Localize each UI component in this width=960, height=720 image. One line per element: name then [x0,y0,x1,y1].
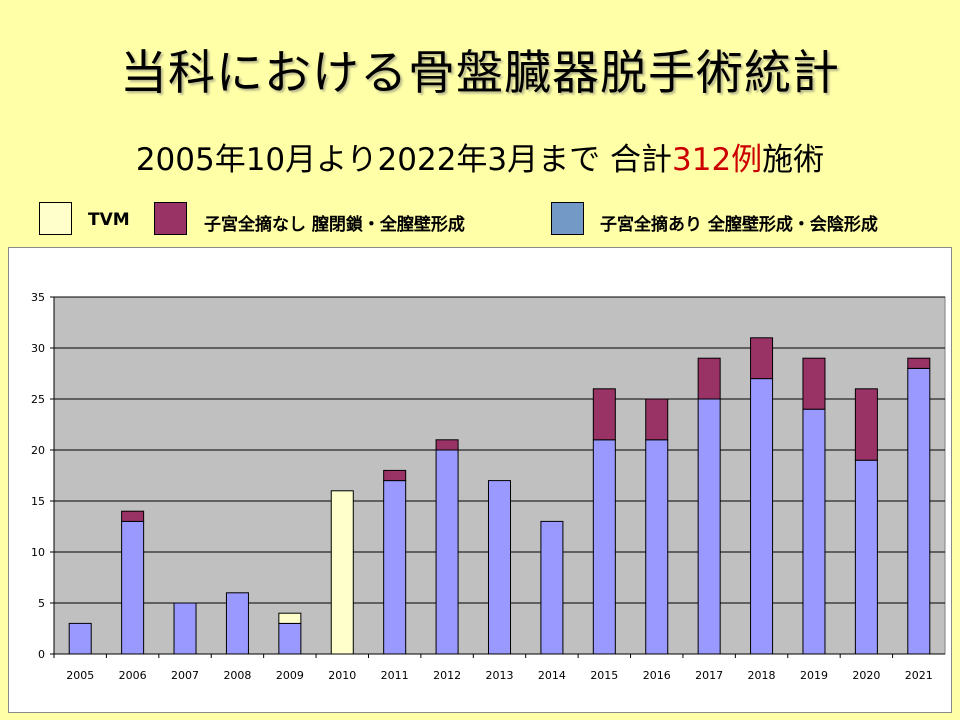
bar-no-hysterectomy-2012 [435,439,459,451]
bar-hysterectomy-2012 [435,449,459,655]
x-tick-label: 2005 [66,669,94,682]
x-tick-label: 2019 [800,669,828,682]
chart-legend: TVM 子宮全摘なし 膣閉鎖・全膣壁形成 子宮全摘あり 全膣壁形成・会陰形成 [0,202,960,242]
bar-no-hysterectomy-2015 [592,388,616,441]
subtitle-total-count: 312例 [672,142,763,178]
x-tick-label: 2010 [328,669,356,682]
legend-label-tvm: TVM [88,210,130,230]
bar-hysterectomy-2006 [121,520,145,655]
x-tick-label: 2021 [905,669,933,682]
bar-no-hysterectomy-2016 [645,398,669,441]
x-tick-label: 2009 [276,669,304,682]
subtitle-period: 2005年10月より2022年3月まで 合計 [135,142,672,178]
bar-hysterectomy-2008 [225,592,249,655]
bar-tvm-2010 [330,490,354,655]
page-subtitle: 2005年10月より2022年3月まで 合計312例施術 [0,134,960,179]
bar-hysterectomy-2009 [278,622,302,655]
bar-hysterectomy-2021 [907,367,931,655]
x-tick-label: 2018 [748,669,776,682]
bar-no-hysterectomy-2017 [697,357,721,400]
bar-no-hysterectomy-2011 [383,469,407,482]
bar-no-hysterectomy-2021 [907,357,931,369]
x-tick-label: 2007 [171,669,199,682]
y-tick-label: 35 [31,291,45,304]
bar-no-hysterectomy-2020 [854,388,878,461]
x-tick-label: 2016 [643,669,671,682]
x-tick-label: 2017 [695,669,723,682]
bar-hysterectomy-2013 [487,480,512,655]
x-tick-label: 2011 [381,669,409,682]
bar-no-hysterectomy-2006 [121,510,145,522]
y-tick-label: 0 [38,648,45,661]
page-title: 当科における骨盤臓器脱手術統計 [120,46,840,101]
y-tick-label: 20 [31,444,45,457]
chart-container: 0 5 10 15 20 25 30 35 2005 2006 2007 2008 2009 2010 2… [8,247,952,713]
legend-label-no-hysterectomy: 子宮全摘なし 膣閉鎖・全膣壁形成 [204,215,465,235]
bar-hysterectomy-2016 [645,439,669,655]
bar-hysterectomy-2011 [383,480,407,655]
x-tick-label: 2020 [852,669,880,682]
bar-hysterectomy-2020 [854,459,878,655]
bar-hysterectomy-2015 [592,439,616,655]
legend-label-hysterectomy: 子宮全摘あり 全膣壁形成・会陰形成 [600,215,878,235]
bars [68,337,931,655]
bar-no-hysterectomy-2019 [802,357,826,410]
y-tick-label: 5 [38,597,45,610]
gridlines [54,296,945,604]
legend-swatch-no-hysterectomy [154,202,187,235]
legend-swatch-tvm [39,202,72,235]
x-tick-label: 2015 [590,669,618,682]
legend-swatch-hysterectomy [551,202,584,235]
y-tick-label: 30 [31,342,45,355]
bar-no-hysterectomy-2018 [750,337,774,380]
y-axis: 0 5 10 15 20 25 30 35 [31,291,55,661]
x-axis: 2005 2006 2007 2008 2009 2010 2011 2012 2013 2014… [53,653,945,682]
bar-hysterectomy-2007 [173,602,197,655]
bar-tvm-2009 [278,612,302,624]
bar-hysterectomy-2017 [697,398,721,655]
y-tick-label: 25 [31,393,45,406]
bar-hysterectomy-2018 [750,378,774,655]
x-tick-label: 2014 [538,669,566,682]
y-tick-label: 15 [31,495,45,508]
x-tick-label: 2008 [223,669,251,682]
bar-hysterectomy-2005 [68,622,92,655]
bar-hysterectomy-2014 [540,520,564,655]
x-tick-label: 2013 [486,669,514,682]
x-tick-label: 2012 [433,669,461,682]
x-tick-label: 2006 [119,669,147,682]
bar-hysterectomy-2019 [802,408,826,655]
y-tick-label: 10 [31,546,45,559]
subtitle-suffix: 施術 [762,142,825,178]
